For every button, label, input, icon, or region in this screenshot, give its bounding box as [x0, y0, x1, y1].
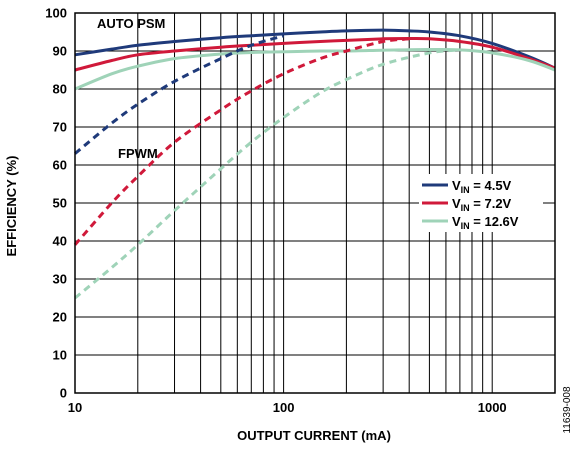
- y-tick-label: 0: [60, 386, 67, 401]
- series-line: [74, 48, 461, 300]
- y-tick-label: 90: [53, 44, 67, 59]
- y-tick-label: 60: [53, 158, 67, 173]
- y-tick-label: 30: [53, 272, 67, 287]
- x-tick-label: 10: [68, 400, 82, 415]
- series-line: [74, 36, 556, 72]
- figure-id: 11639-008: [562, 386, 573, 434]
- legend-label: VIN = 7.2V: [452, 196, 512, 213]
- x-tick-label: 100: [273, 400, 295, 415]
- x-tick-label: 1000: [478, 400, 507, 415]
- plot-frame: [74, 12, 556, 394]
- y-tick-label: 10: [53, 348, 67, 363]
- y-tick-label: 40: [53, 234, 67, 249]
- legend-label: VIN = 4.5V: [452, 178, 512, 195]
- y-tick-label: 50: [53, 196, 67, 211]
- annotation-fpwm: FPWM: [118, 146, 158, 161]
- annotation-auto-psm: AUTO PSM: [97, 16, 165, 31]
- y-tick-label: 100: [45, 6, 67, 21]
- y-tick-label: 20: [53, 310, 67, 325]
- legend-label: VIN = 12.6V: [452, 214, 519, 231]
- series-line: [74, 47, 556, 91]
- series-line: [74, 28, 556, 70]
- series-line: [74, 34, 285, 155]
- y-axis-title: EFFICIENCY (%): [4, 156, 19, 257]
- series-line: [73, 37, 410, 246]
- series-lines: [73, 28, 556, 300]
- y-tick-label: 70: [53, 120, 67, 135]
- y-tick-label: 80: [53, 82, 67, 97]
- x-axis-title: OUTPUT CURRENT (mA): [237, 428, 391, 443]
